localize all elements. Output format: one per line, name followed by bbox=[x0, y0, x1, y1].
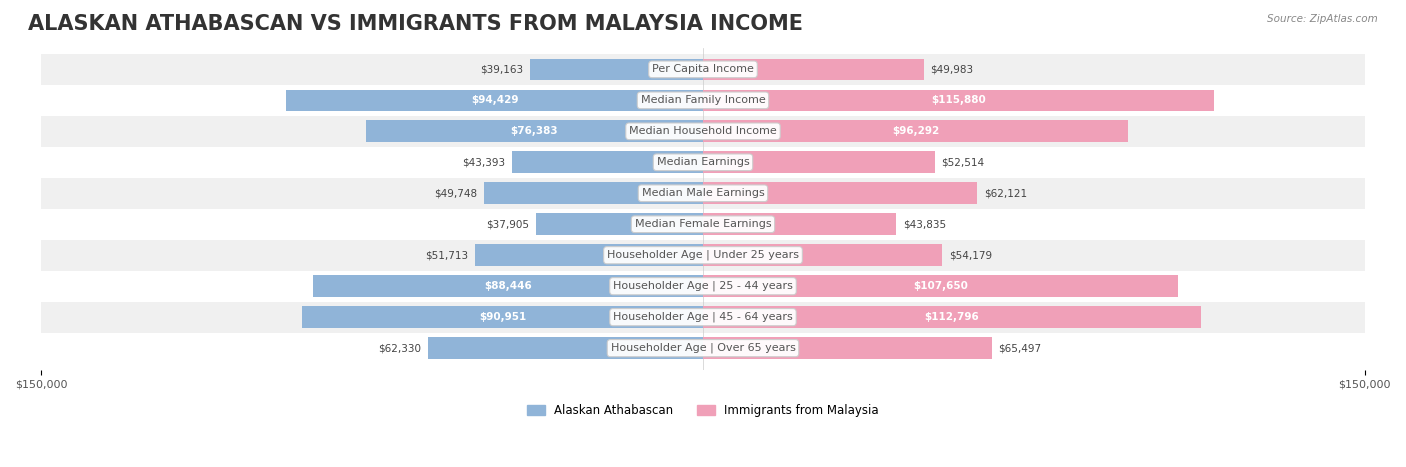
Text: Median Family Income: Median Family Income bbox=[641, 95, 765, 106]
Text: Householder Age | Over 65 years: Householder Age | Over 65 years bbox=[610, 343, 796, 354]
Text: $107,650: $107,650 bbox=[912, 281, 967, 291]
Text: $112,796: $112,796 bbox=[924, 312, 979, 322]
Legend: Alaskan Athabascan, Immigrants from Malaysia: Alaskan Athabascan, Immigrants from Mala… bbox=[523, 399, 883, 422]
Bar bbox=[41, 302, 1365, 333]
Bar bbox=[41, 85, 1365, 116]
Bar bbox=[703, 151, 935, 173]
Text: $62,330: $62,330 bbox=[378, 343, 422, 353]
Bar bbox=[312, 276, 703, 297]
Text: Householder Age | 25 - 44 years: Householder Age | 25 - 44 years bbox=[613, 281, 793, 291]
Bar bbox=[703, 306, 1201, 328]
Text: Median Male Earnings: Median Male Earnings bbox=[641, 188, 765, 198]
Text: $49,748: $49,748 bbox=[434, 188, 477, 198]
Bar bbox=[530, 58, 703, 80]
Bar bbox=[703, 90, 1215, 111]
Bar bbox=[302, 306, 703, 328]
Bar bbox=[484, 183, 703, 204]
Text: $94,429: $94,429 bbox=[471, 95, 519, 106]
Text: $90,951: $90,951 bbox=[479, 312, 526, 322]
Text: $51,713: $51,713 bbox=[425, 250, 468, 260]
Text: $49,983: $49,983 bbox=[931, 64, 973, 74]
Bar bbox=[703, 337, 993, 359]
Text: ALASKAN ATHABASCAN VS IMMIGRANTS FROM MALAYSIA INCOME: ALASKAN ATHABASCAN VS IMMIGRANTS FROM MA… bbox=[28, 14, 803, 34]
Bar bbox=[703, 213, 897, 235]
Text: $76,383: $76,383 bbox=[510, 126, 558, 136]
Text: $115,880: $115,880 bbox=[931, 95, 986, 106]
Bar bbox=[41, 271, 1365, 302]
Bar bbox=[41, 54, 1365, 85]
Bar bbox=[427, 337, 703, 359]
Text: $65,497: $65,497 bbox=[998, 343, 1042, 353]
Bar bbox=[41, 240, 1365, 271]
Text: $39,163: $39,163 bbox=[481, 64, 523, 74]
Bar bbox=[41, 147, 1365, 178]
Text: $54,179: $54,179 bbox=[949, 250, 991, 260]
Bar bbox=[41, 178, 1365, 209]
Bar bbox=[366, 120, 703, 142]
Bar bbox=[536, 213, 703, 235]
Bar bbox=[703, 58, 924, 80]
Text: $96,292: $96,292 bbox=[891, 126, 939, 136]
Text: Per Capita Income: Per Capita Income bbox=[652, 64, 754, 74]
Text: $43,393: $43,393 bbox=[461, 157, 505, 167]
Text: Median Household Income: Median Household Income bbox=[628, 126, 778, 136]
Bar bbox=[703, 183, 977, 204]
Bar bbox=[475, 244, 703, 266]
Text: $88,446: $88,446 bbox=[484, 281, 531, 291]
Text: Householder Age | Under 25 years: Householder Age | Under 25 years bbox=[607, 250, 799, 261]
Text: $43,835: $43,835 bbox=[903, 219, 946, 229]
Bar bbox=[41, 209, 1365, 240]
Bar bbox=[703, 120, 1128, 142]
Bar bbox=[703, 244, 942, 266]
Text: Median Female Earnings: Median Female Earnings bbox=[634, 219, 772, 229]
Bar bbox=[703, 276, 1178, 297]
Bar bbox=[41, 333, 1365, 364]
Text: $62,121: $62,121 bbox=[984, 188, 1026, 198]
Bar bbox=[41, 116, 1365, 147]
Bar bbox=[512, 151, 703, 173]
Text: Median Earnings: Median Earnings bbox=[657, 157, 749, 167]
Text: $37,905: $37,905 bbox=[486, 219, 529, 229]
Text: $52,514: $52,514 bbox=[941, 157, 984, 167]
Bar bbox=[287, 90, 703, 111]
Text: Source: ZipAtlas.com: Source: ZipAtlas.com bbox=[1267, 14, 1378, 24]
Text: Householder Age | 45 - 64 years: Householder Age | 45 - 64 years bbox=[613, 312, 793, 322]
